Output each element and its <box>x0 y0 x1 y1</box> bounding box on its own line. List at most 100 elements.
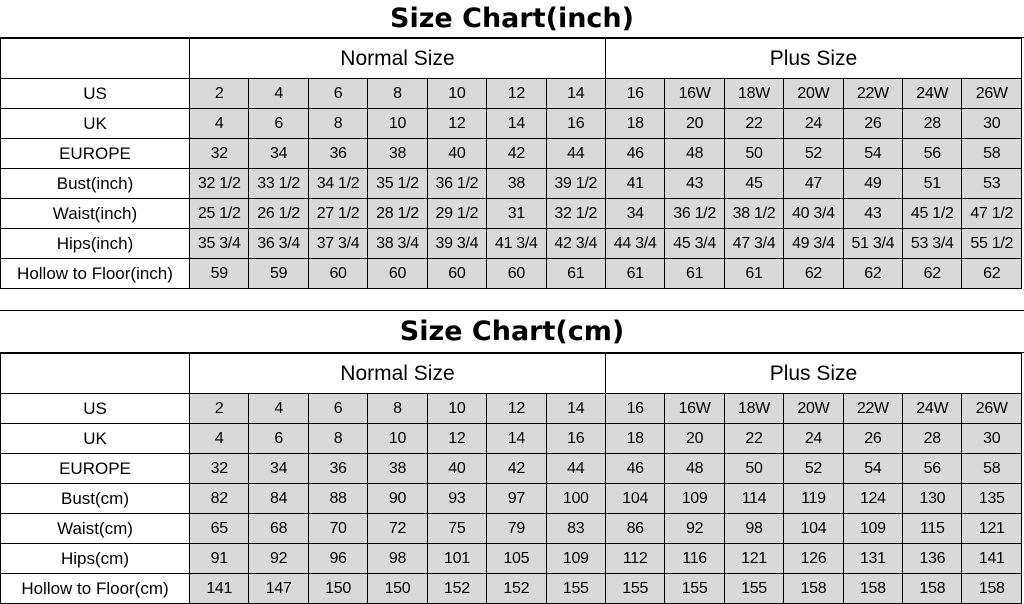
value-cell: 47 1/2 <box>961 198 1022 229</box>
value-cell: 75 <box>426 513 488 544</box>
value-cell: 152 <box>426 573 488 604</box>
corner-cell <box>0 38 190 79</box>
row-label: US <box>0 78 190 109</box>
value-cell: 38 3/4 <box>367 228 428 259</box>
value-cell: 26 1/2 <box>248 198 309 229</box>
value-cell: 52 <box>783 453 844 484</box>
group-header: Normal Size <box>189 353 606 394</box>
value-cell: 62 <box>783 258 844 289</box>
value-cell: 6 <box>248 423 309 454</box>
value-cell: 34 1/2 <box>307 168 369 199</box>
value-cell: 42 <box>486 453 547 484</box>
value-cell: 54 <box>842 453 904 484</box>
value-cell: 158 <box>961 573 1022 604</box>
value-cell: 37 3/4 <box>307 228 369 259</box>
value-cell: 16W <box>664 78 725 109</box>
value-cell: 16 <box>604 78 666 109</box>
value-cell: 130 <box>902 483 963 514</box>
value-cell: 86 <box>604 513 666 544</box>
value-cell: 14 <box>486 108 547 139</box>
row-label: Hollow to Floor(cm) <box>0 573 190 604</box>
value-cell: 8 <box>367 78 428 109</box>
group-header: Plus Size <box>604 353 1023 394</box>
value-cell: 8 <box>367 393 428 424</box>
value-cell: 46 <box>604 453 666 484</box>
value-cell: 22 <box>723 108 785 139</box>
value-cell: 109 <box>545 543 606 574</box>
value-cell: 14 <box>545 78 606 109</box>
value-cell: 40 <box>426 453 488 484</box>
value-cell: 14 <box>545 393 606 424</box>
value-cell: 55 1/2 <box>961 228 1022 259</box>
value-cell: 47 <box>783 168 844 199</box>
value-cell: 38 <box>367 453 428 484</box>
group-header-row: Normal Size Plus Size <box>0 38 1023 79</box>
size-chart-cm: Size Chart(cm) Normal Size Plus Size US 2 4 6… <box>0 310 1024 604</box>
value-cell: 141 <box>961 543 1022 574</box>
value-cell: 31 <box>486 198 547 229</box>
value-cell: 8 <box>307 108 369 139</box>
row-label: Hips(inch) <box>0 228 190 259</box>
value-cell: 58 <box>961 138 1022 169</box>
value-cell: 60 <box>426 258 488 289</box>
table-row: Bust(inch) 32 1/2 33 1/2 34 1/2 35 1/2 36 1/2… <box>0 168 1022 199</box>
value-cell: 16 <box>545 423 606 454</box>
value-cell: 82 <box>188 483 250 514</box>
value-cell: 8 <box>307 423 369 454</box>
row-label: UK <box>0 108 190 139</box>
group-header: Plus Size <box>604 38 1023 79</box>
value-cell: 141 <box>188 573 250 604</box>
row-label: EUROPE <box>0 138 190 169</box>
value-cell: 36 3/4 <box>248 228 309 259</box>
value-cell: 91 <box>188 543 250 574</box>
row-label: Bust(inch) <box>0 168 190 199</box>
table-row: Waist(inch) 25 1/2 26 1/2 27 1/2 28 1/2 29 1/… <box>0 198 1022 229</box>
value-cell: 48 <box>664 138 725 169</box>
value-cell: 131 <box>842 543 904 574</box>
value-cell: 49 3/4 <box>783 228 844 259</box>
value-cell: 16 <box>545 108 606 139</box>
row-label: Bust(cm) <box>0 483 190 514</box>
value-cell: 60 <box>367 258 428 289</box>
row-label: UK <box>0 423 190 454</box>
value-cell: 28 <box>902 423 963 454</box>
value-cell: 6 <box>307 393 369 424</box>
value-cell: 22W <box>842 78 904 109</box>
value-cell: 135 <box>961 483 1022 514</box>
value-cell: 44 <box>545 138 606 169</box>
value-cell: 36 1/2 <box>426 168 488 199</box>
value-cell: 121 <box>961 513 1022 544</box>
value-cell: 62 <box>842 258 904 289</box>
value-cell: 155 <box>664 573 725 604</box>
value-cell: 112 <box>604 543 666 574</box>
value-cell: 98 <box>723 513 785 544</box>
value-cell: 50 <box>723 138 785 169</box>
value-cell: 32 1/2 <box>545 198 606 229</box>
value-cell: 35 3/4 <box>188 228 250 259</box>
value-cell: 97 <box>486 483 547 514</box>
row-label: US <box>0 393 190 424</box>
value-cell: 109 <box>664 483 725 514</box>
value-cell: 90 <box>367 483 428 514</box>
value-cell: 65 <box>188 513 250 544</box>
value-cell: 32 <box>188 453 250 484</box>
value-cell: 4 <box>248 393 309 424</box>
value-cell: 40 <box>426 138 488 169</box>
value-cell: 56 <box>902 453 963 484</box>
value-cell: 72 <box>367 513 428 544</box>
value-cell: 24 <box>783 108 844 139</box>
value-cell: 52 <box>783 138 844 169</box>
size-table: Normal Size Plus Size US 2 4 6 8 10 12 14 16 16W 18W… <box>0 38 1023 289</box>
value-cell: 61 <box>545 258 606 289</box>
value-cell: 24 <box>783 423 844 454</box>
value-cell: 12 <box>426 423 488 454</box>
table-title: Size Chart(inch) <box>0 0 1024 38</box>
value-cell: 24W <box>902 78 963 109</box>
table-row: Bust(cm) 82 84 88 90 93 97 100 104 109 114 119 124 13… <box>0 483 1022 514</box>
value-cell: 79 <box>486 513 547 544</box>
value-cell: 43 <box>664 168 725 199</box>
value-cell: 158 <box>902 573 963 604</box>
table-row: UK 4 6 8 10 12 14 16 18 20 22 24 26 28 30 <box>0 108 1022 139</box>
size-table: Normal Size Plus Size US 2 4 6 8 10 12 14 16 16W 18W… <box>0 353 1023 604</box>
value-cell: 42 3/4 <box>545 228 606 259</box>
